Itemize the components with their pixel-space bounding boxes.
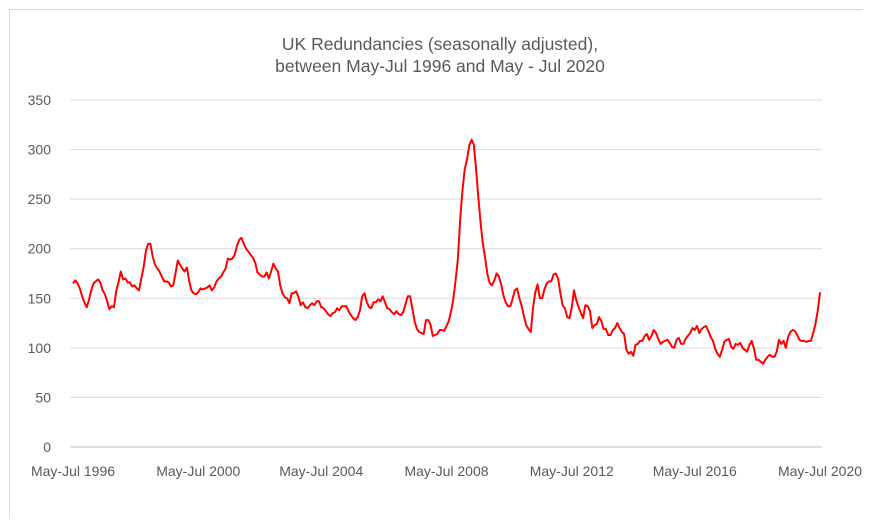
y-tick-label: 250 <box>28 191 52 207</box>
x-tick-label: May-Jul 2008 <box>404 463 488 479</box>
x-tick-label: May-Jul 1996 <box>31 463 115 479</box>
chart-title-line-1: UK Redundancies (seasonally adjusted), <box>282 34 598 54</box>
y-tick-label: 0 <box>43 439 51 455</box>
y-tick-label: 350 <box>28 92 52 108</box>
y-tick-label: 300 <box>28 142 52 158</box>
x-tick-label: May-Jul 2012 <box>530 463 614 479</box>
redundancies-line <box>72 138 821 365</box>
y-tick-label: 100 <box>28 340 52 356</box>
x-tick-label: May-Jul 2016 <box>653 463 737 479</box>
y-tick-label: 200 <box>28 241 52 257</box>
x-tick-label: May-Jul 2000 <box>156 463 240 479</box>
chart-title-line-2: between May-Jul 1996 and May - Jul 2020 <box>275 56 605 76</box>
y-tick-label: 50 <box>35 389 51 405</box>
gridlines <box>70 99 822 448</box>
series-lines <box>72 138 821 365</box>
y-tick-label: 150 <box>28 290 52 306</box>
x-tick-label: May-Jul 2020 <box>778 463 862 479</box>
x-axis-ticks: May-Jul 1996 May-Jul 2000 May-Jul 2004 May-… <box>31 463 862 479</box>
chart-frame <box>9 9 863 519</box>
x-tick-label: May-Jul 2004 <box>279 463 363 479</box>
y-axis-ticks: 0 50 100 150 200 250 300 350 <box>28 92 52 455</box>
